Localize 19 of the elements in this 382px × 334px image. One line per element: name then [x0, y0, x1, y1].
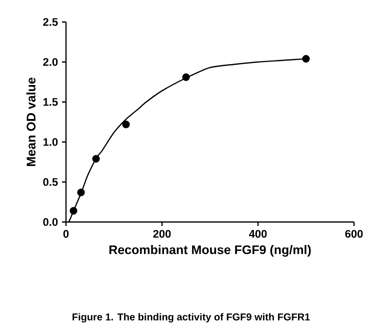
- y-tick-label: 2.5: [43, 18, 58, 26]
- caption: Figure 1. The binding activity of FGF9 with FGFR1: [72, 313, 310, 322]
- point: [122, 120, 130, 128]
- point: [182, 73, 190, 81]
- x-axis-title: Recombinant Mouse FGF9 (ng/ml): [109, 244, 311, 257]
- x-tick-label: 200: [153, 230, 171, 238]
- y-tick-label: 1.0: [43, 138, 58, 146]
- point: [77, 188, 85, 196]
- y-tick-label: 2.0: [43, 58, 58, 66]
- y-tick-label: 1.5: [43, 98, 58, 106]
- point: [92, 155, 100, 163]
- point: [70, 207, 78, 215]
- point: [302, 55, 310, 63]
- y-tick-label: 0.5: [43, 178, 58, 186]
- y-axis-title: Mean OD value: [26, 78, 36, 166]
- x-tick-label: 400: [249, 230, 267, 238]
- y-tick-label: 0.0: [43, 218, 58, 226]
- x-tick-label: 600: [345, 230, 363, 238]
- x-tick-label: 0: [63, 230, 69, 238]
